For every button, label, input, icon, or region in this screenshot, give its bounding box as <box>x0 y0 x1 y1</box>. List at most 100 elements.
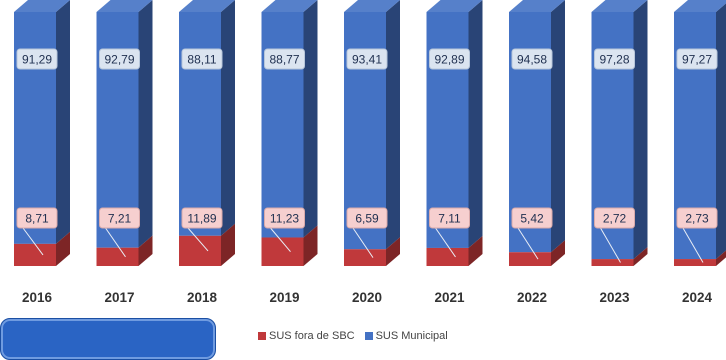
bar-side-sus-fora <box>56 231 70 266</box>
legend-label-sus-municipal: SUS Municipal <box>375 330 448 342</box>
bar-side-sus-fora <box>551 240 565 266</box>
legend-item-sus-municipal: SUS Municipal <box>364 330 448 342</box>
bar-front-sus-fora <box>426 247 469 266</box>
leader-line-sus-fora <box>517 227 539 260</box>
bar-top-sus-municipal <box>674 0 726 12</box>
data-label-box-sus-fora <box>264 207 305 229</box>
x-tick-label: 2024 <box>682 290 713 305</box>
data-label-sus-fora: 5,42 <box>520 212 544 226</box>
data-label-sus-municipal: 92,89 <box>434 53 464 67</box>
data-label-sus-municipal: 88,11 <box>187 53 216 67</box>
leader-line-sus-fora <box>22 227 44 256</box>
bar-side-sus-municipal <box>633 0 648 260</box>
data-label-sus-municipal: 88,77 <box>269 53 299 67</box>
data-label-sus-municipal: 92,79 <box>104 53 134 67</box>
bar-side-sus-fora <box>716 250 726 266</box>
x-tick-label: 2016 <box>22 290 53 305</box>
leader-line-sus-fora <box>435 227 456 258</box>
data-label-box-sus-fora <box>594 207 635 229</box>
x-tick-label: 2022 <box>517 290 547 305</box>
bar-side-sus-fora <box>633 247 648 266</box>
leader-line-sus-fora <box>682 227 704 263</box>
bar-front-sus-fora <box>14 243 56 266</box>
bar-front-sus-fora <box>509 252 551 266</box>
bar-side-sus-municipal <box>468 0 483 248</box>
data-label-box-sus-municipal <box>594 48 635 70</box>
bar-front-sus-fora <box>96 247 139 266</box>
bar-side-sus-municipal <box>386 0 400 250</box>
bar-front-sus-fora <box>344 249 386 266</box>
data-label-box-sus-municipal <box>16 48 58 70</box>
data-label-sus-municipal: 94,58 <box>517 53 547 67</box>
data-label-box-sus-fora <box>346 207 388 229</box>
data-label-sus-fora: 6,59 <box>355 212 379 226</box>
bar-front-sus-fora <box>179 235 221 266</box>
legend-item-sus-fora: SUS fora de SBC <box>258 330 355 342</box>
x-tick-label: 2017 <box>104 290 134 305</box>
bar-top-sus-municipal <box>426 0 483 12</box>
bar-side-sus-municipal <box>56 0 70 244</box>
bar-top-sus-municipal <box>261 0 318 12</box>
data-label-box-sus-fora <box>16 207 58 229</box>
data-label-box-sus-municipal <box>346 48 388 70</box>
data-label-box-sus-municipal <box>511 48 553 70</box>
leader-line-sus-fora <box>270 227 291 253</box>
bar-top-sus-municipal <box>344 0 400 12</box>
leader-line-sus-fora <box>600 227 621 263</box>
bar-side-sus-fora <box>221 223 235 266</box>
bar-side-sus-municipal <box>221 0 235 236</box>
data-label-sus-fora: 8,71 <box>25 212 49 226</box>
data-label-sus-municipal: 97,28 <box>599 53 629 67</box>
data-label-box-sus-fora <box>181 207 223 229</box>
bar-side-sus-fora <box>303 225 318 266</box>
data-label-box-sus-municipal <box>99 48 140 70</box>
data-label-sus-fora: 7,21 <box>108 212 132 226</box>
bar-side-sus-municipal <box>551 0 565 253</box>
chart-legend: SUS fora de SBC SUS Municipal <box>258 330 448 342</box>
data-label-sus-fora: 11,89 <box>187 212 216 226</box>
bar-top-sus-municipal <box>509 0 565 12</box>
data-label-sus-municipal: 97,27 <box>682 53 712 67</box>
bar-front-sus-municipal <box>261 12 304 238</box>
legend-swatch-sus-fora <box>258 332 266 340</box>
bar-front-sus-fora <box>591 259 634 266</box>
data-label-box-sus-fora <box>429 207 470 229</box>
data-label-box-sus-fora <box>676 207 718 229</box>
x-tick-label: 2023 <box>599 290 630 305</box>
bar-side-sus-municipal <box>716 3 726 260</box>
x-tick-label: 2018 <box>187 290 218 305</box>
bar-side-sus-fora <box>386 237 400 266</box>
bar-front-sus-fora <box>674 259 716 266</box>
data-label-sus-fora: 2,72 <box>603 212 627 226</box>
leader-line-sus-fora <box>352 227 374 258</box>
bar-top-sus-municipal <box>591 0 648 12</box>
data-label-sus-fora: 7,11 <box>438 212 461 226</box>
leader-line-sus-fora <box>187 227 209 252</box>
data-label-sus-fora: 2,73 <box>685 212 709 226</box>
legend-swatch-sus-municipal <box>364 332 373 340</box>
x-tick-label: 2020 <box>352 290 382 305</box>
stacked-bar-chart: 91,29 8,71 2016 92,79 7,21 2017 88,11 11,89 2018… <box>14 0 726 305</box>
bar-front-sus-municipal <box>179 12 221 236</box>
leader-line-sus-fora <box>105 227 126 258</box>
data-label-box-sus-municipal <box>676 48 718 70</box>
bar-top-sus-municipal <box>179 0 235 12</box>
bar-side-sus-fora <box>468 235 483 266</box>
data-label-box-sus-fora <box>99 207 140 229</box>
legend-label-sus-fora: SUS fora de SBC <box>269 330 355 342</box>
bar-top-sus-municipal <box>14 0 70 12</box>
data-label-box-sus-municipal <box>429 48 470 70</box>
x-tick-label: 2019 <box>269 290 299 305</box>
data-label-sus-fora: 11,23 <box>270 212 299 226</box>
bar-side-sus-municipal <box>303 0 318 238</box>
data-label-box-sus-municipal <box>264 48 305 70</box>
data-label-box-sus-municipal <box>181 48 223 70</box>
data-label-box-sus-fora <box>511 207 553 229</box>
bar-top-sus-municipal <box>96 0 153 12</box>
data-label-sus-municipal: 91,29 <box>22 53 52 67</box>
data-label-sus-municipal: 93,41 <box>352 53 382 67</box>
blue-banner <box>0 318 216 360</box>
bar-side-sus-fora <box>138 235 153 266</box>
bar-side-sus-municipal <box>138 0 153 248</box>
x-tick-label: 2021 <box>434 290 465 305</box>
